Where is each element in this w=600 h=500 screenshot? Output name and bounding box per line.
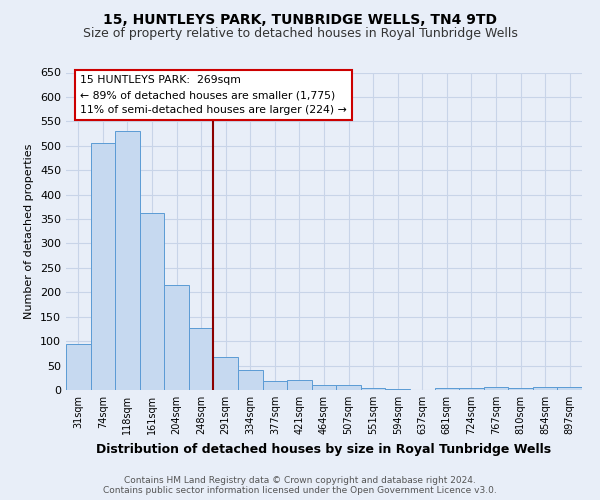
Bar [385,388,410,390]
Bar [164,285,189,390]
Bar [312,384,336,390]
Bar [557,387,582,390]
Bar [140,213,164,390]
Bar [434,388,459,390]
Text: Contains HM Land Registry data © Crown copyright and database right 2024.
Contai: Contains HM Land Registry data © Crown c… [103,476,497,495]
Bar [263,381,287,390]
Bar [287,380,312,390]
Bar [484,387,508,390]
Bar [115,131,140,390]
Bar [238,370,263,390]
Bar [533,387,557,390]
Bar [361,388,385,390]
Bar [214,357,238,390]
Bar [336,385,361,390]
Y-axis label: Number of detached properties: Number of detached properties [25,144,34,319]
X-axis label: Distribution of detached houses by size in Royal Tunbridge Wells: Distribution of detached houses by size … [97,442,551,456]
Text: 15, HUNTLEYS PARK, TUNBRIDGE WELLS, TN4 9TD: 15, HUNTLEYS PARK, TUNBRIDGE WELLS, TN4 … [103,12,497,26]
Bar [91,144,115,390]
Bar [66,344,91,390]
Bar [189,328,214,390]
Text: Size of property relative to detached houses in Royal Tunbridge Wells: Size of property relative to detached ho… [83,28,517,40]
Bar [508,388,533,390]
Text: 15 HUNTLEYS PARK:  269sqm
← 89% of detached houses are smaller (1,775)
11% of se: 15 HUNTLEYS PARK: 269sqm ← 89% of detach… [80,76,347,115]
Bar [459,388,484,390]
